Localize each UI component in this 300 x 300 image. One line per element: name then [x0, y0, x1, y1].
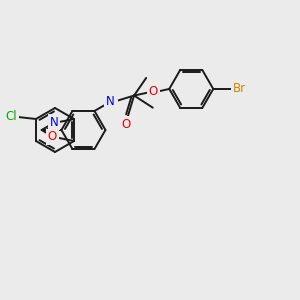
Text: O: O [122, 118, 131, 131]
Text: Br: Br [232, 82, 245, 95]
Text: O: O [149, 85, 158, 98]
Text: N: N [106, 94, 114, 108]
Text: H: H [109, 96, 117, 106]
Text: O: O [47, 130, 57, 143]
Text: N: N [50, 116, 58, 129]
Text: Cl: Cl [5, 110, 17, 123]
